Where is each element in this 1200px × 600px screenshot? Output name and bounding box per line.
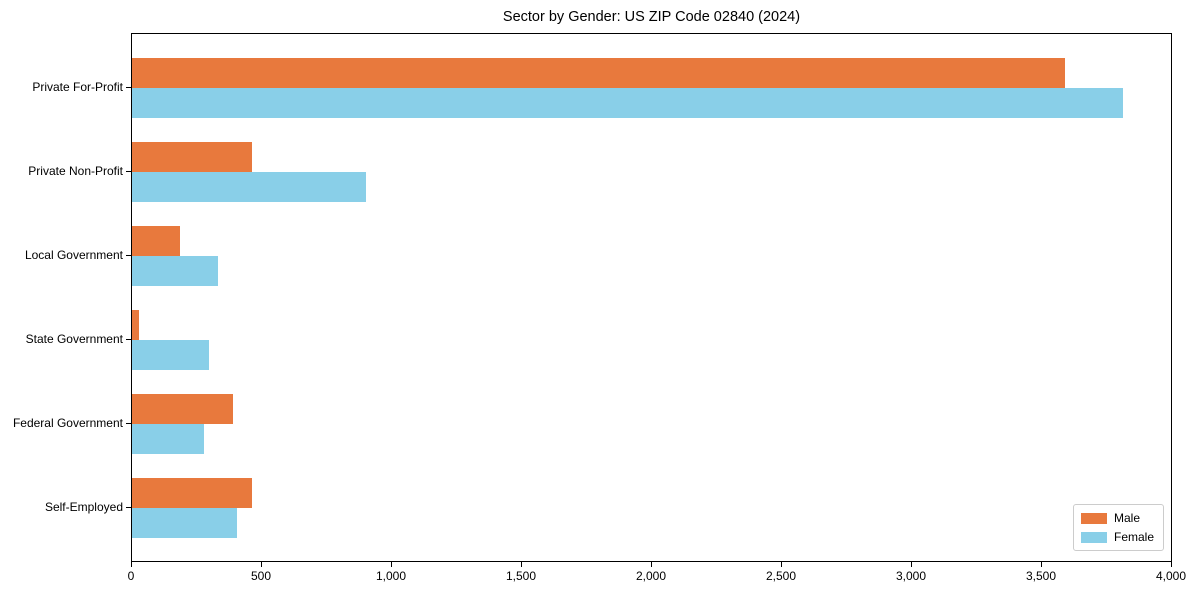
x-tick-label: 2,000 [635, 569, 667, 583]
x-tick-label: 1,500 [505, 569, 537, 583]
y-tick-mark [126, 507, 131, 508]
x-tick-label: 500 [250, 569, 272, 583]
x-tick-label: 2,500 [765, 569, 797, 583]
y-tick-mark [126, 87, 131, 88]
x-tick-mark [261, 562, 262, 567]
bar-male-2 [132, 226, 180, 256]
bar-female-4 [132, 424, 204, 454]
bar-female-1 [132, 172, 366, 202]
legend-label-male: Male [1113, 511, 1140, 525]
bar-female-3 [132, 340, 209, 370]
y-tick-mark [126, 171, 131, 172]
y-tick-mark [126, 339, 131, 340]
plot-area: Male Female [131, 33, 1172, 562]
y-tick-label: Private Non-Profit [28, 164, 123, 178]
y-tick-label: Private For-Profit [32, 80, 123, 94]
bar-female-0 [132, 88, 1123, 118]
y-tick-mark [126, 255, 131, 256]
x-tick-label: 1,000 [375, 569, 407, 583]
bar-male-1 [132, 142, 252, 172]
x-tick-mark [1171, 562, 1172, 567]
bar-male-5 [132, 478, 252, 508]
legend: Male Female [1072, 504, 1164, 551]
male-swatch [1080, 512, 1107, 524]
x-tick-label: 3,000 [895, 569, 927, 583]
legend-label-female: Female [1113, 530, 1154, 544]
x-tick-mark [131, 562, 132, 567]
x-tick-label: 4,000 [1155, 569, 1187, 583]
bar-female-2 [132, 256, 218, 286]
y-tick-label: State Government [25, 332, 123, 346]
y-tick-label: Self-Employed [44, 500, 123, 514]
y-tick-label: Federal Government [12, 416, 123, 430]
chart-title: Sector by Gender: US ZIP Code 02840 (202… [502, 9, 801, 25]
y-tick-mark [126, 423, 131, 424]
bar-female-5 [132, 508, 237, 538]
x-tick-mark [911, 562, 912, 567]
legend-item-female: Female [1080, 530, 1154, 544]
y-tick-label: Local Government [24, 248, 123, 262]
bar-male-3 [132, 310, 139, 340]
female-swatch [1080, 531, 1107, 543]
bar-male-0 [132, 58, 1065, 88]
bar-male-4 [132, 394, 233, 424]
x-tick-label: 0 [127, 569, 135, 583]
x-tick-label: 3,500 [1025, 569, 1057, 583]
x-tick-mark [1041, 562, 1042, 567]
x-tick-mark [651, 562, 652, 567]
x-tick-mark [781, 562, 782, 567]
x-tick-mark [391, 562, 392, 567]
legend-item-male: Male [1080, 511, 1154, 525]
x-tick-mark [521, 562, 522, 567]
